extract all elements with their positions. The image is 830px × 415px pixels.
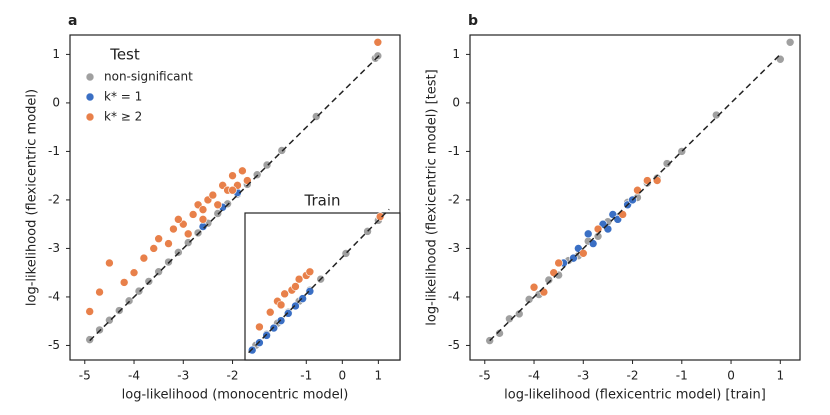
y-axis-label: log-likelihood (flexicentric model) <box>25 89 40 306</box>
point <box>198 215 208 224</box>
y-tick-label: -4 <box>48 289 60 303</box>
x-tick-label: -2 <box>227 369 239 383</box>
point <box>119 278 129 287</box>
point <box>213 200 223 210</box>
point <box>583 229 593 239</box>
legend-label: k* = 1 <box>104 90 142 104</box>
point <box>238 166 247 176</box>
point <box>265 307 275 317</box>
panel-label: a <box>68 13 77 29</box>
point <box>495 329 504 338</box>
point <box>280 289 289 299</box>
point <box>785 37 795 47</box>
point <box>208 190 218 200</box>
x-tick-label: 0 <box>339 369 347 383</box>
panel-label: b <box>468 13 478 29</box>
x-axis-label: log-likelihood (flexicentric model) [tra… <box>504 388 766 403</box>
y-tick-label: -5 <box>48 338 60 352</box>
reference-line <box>89 53 381 342</box>
point <box>169 224 178 234</box>
point <box>662 159 672 168</box>
point <box>174 215 183 224</box>
legend-marker <box>85 72 95 82</box>
y-tick-label: 0 <box>452 95 460 109</box>
point <box>198 205 208 214</box>
y-tick-label: -2 <box>448 192 460 206</box>
point <box>524 295 534 304</box>
point <box>305 267 315 277</box>
legend-marker <box>85 112 95 122</box>
x-tick-label: -1 <box>676 369 688 383</box>
point <box>154 234 163 244</box>
point <box>375 212 385 221</box>
point <box>276 300 286 310</box>
point <box>228 185 237 195</box>
point <box>95 287 104 297</box>
point <box>711 110 721 120</box>
point <box>373 37 383 47</box>
y-tick-label: -2 <box>48 192 60 206</box>
y-axis-label: log-likelihood (flexicentric model) [tes… <box>425 69 440 325</box>
inset-title: Train <box>304 192 341 210</box>
point <box>228 171 237 180</box>
y-tick-label: -3 <box>48 241 60 255</box>
point <box>188 210 198 219</box>
x-tick-label: -5 <box>79 369 91 383</box>
x-tick-label: 0 <box>727 369 735 383</box>
point <box>164 239 173 248</box>
y-tick-label: 1 <box>452 47 460 61</box>
point <box>129 268 139 277</box>
x-tick-label: -2 <box>627 369 639 383</box>
point <box>505 314 514 324</box>
point <box>544 275 554 285</box>
point <box>85 307 95 316</box>
point <box>578 248 588 258</box>
point <box>514 309 524 319</box>
reference-line <box>248 208 390 354</box>
x-tick-label: -3 <box>577 369 589 383</box>
point <box>529 282 539 292</box>
legend-label: k* ≥ 2 <box>104 110 142 124</box>
y-tick-label: 1 <box>52 47 60 61</box>
point <box>255 322 264 332</box>
point <box>183 229 193 239</box>
point <box>291 282 300 291</box>
point <box>554 258 563 268</box>
x-tick-label: -5 <box>479 369 491 383</box>
y-tick-label: 0 <box>52 95 60 109</box>
point <box>294 274 304 284</box>
y-tick-label: -4 <box>448 289 460 303</box>
point <box>139 253 149 263</box>
y-tick-label: -1 <box>448 144 460 158</box>
x-tick-label: 1 <box>776 369 784 383</box>
x-tick-label: -3 <box>177 369 189 383</box>
legend-marker <box>85 92 95 102</box>
y-tick-label: -3 <box>448 241 460 255</box>
point <box>105 258 114 268</box>
point <box>149 244 159 253</box>
x-tick-label: 1 <box>375 369 383 383</box>
y-tick-label: -1 <box>48 144 60 158</box>
legend-label: non-significant <box>104 70 193 84</box>
reference-line <box>489 53 781 342</box>
x-tick-label: -4 <box>528 369 540 383</box>
y-tick-label: -5 <box>448 338 460 352</box>
x-tick-label: -1 <box>300 369 312 383</box>
legend-title: Test <box>109 46 140 64</box>
x-axis-label: log-likelihood (monocentric model) <box>122 388 349 403</box>
x-tick-label: -4 <box>128 369 140 383</box>
